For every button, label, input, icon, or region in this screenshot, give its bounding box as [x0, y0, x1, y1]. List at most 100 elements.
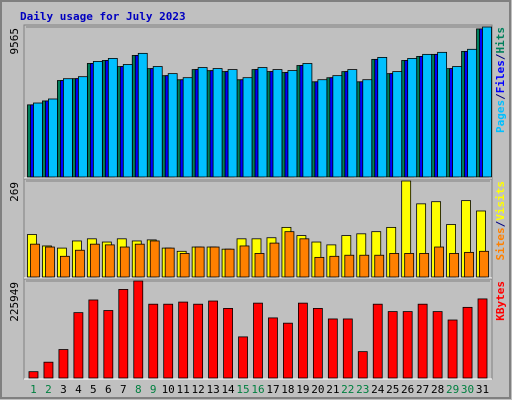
bar — [257, 67, 268, 178]
bar — [74, 249, 85, 278]
x-tick-label: 10 — [162, 383, 175, 396]
bar — [104, 244, 115, 278]
bar — [137, 52, 148, 178]
legend-entry: Files — [494, 60, 507, 93]
bar — [362, 79, 373, 178]
bar — [92, 61, 103, 178]
x-tick-label: 19 — [296, 383, 309, 396]
bar — [407, 58, 418, 178]
bar — [118, 289, 129, 379]
bar — [119, 246, 130, 278]
bar — [464, 251, 474, 278]
x-tick-label: 14 — [221, 383, 235, 396]
bar — [477, 298, 488, 379]
y-tick-label: 225949 — [8, 282, 21, 322]
bar — [148, 303, 159, 379]
bar — [389, 253, 400, 278]
bar — [223, 308, 233, 379]
x-tick-label: 21 — [326, 383, 339, 396]
bar — [317, 79, 328, 178]
bar — [357, 351, 368, 379]
bar — [419, 253, 430, 278]
bar — [163, 303, 174, 379]
y-tick-label: 9565 — [8, 28, 21, 55]
bar — [30, 243, 40, 278]
x-tick-label: 27 — [416, 383, 429, 396]
bar — [269, 242, 280, 278]
bar — [417, 303, 428, 379]
bar — [242, 77, 253, 178]
x-tick-label: 1 — [30, 383, 37, 396]
y-tick-label: 269 — [8, 182, 21, 202]
bar — [208, 300, 218, 379]
bar — [479, 250, 489, 278]
x-tick-label: 20 — [311, 383, 324, 396]
bar — [392, 71, 403, 178]
bar — [287, 70, 298, 178]
bar — [462, 306, 473, 379]
bar — [283, 322, 293, 379]
bar — [43, 361, 54, 379]
bar — [447, 319, 458, 379]
bar — [164, 247, 175, 278]
bar — [193, 303, 204, 379]
bar — [107, 58, 118, 178]
x-tick-label: 23 — [356, 383, 369, 396]
bar — [452, 66, 462, 178]
bar — [312, 308, 323, 379]
x-tick-label: 18 — [281, 383, 294, 396]
x-tick-label: 5 — [90, 383, 97, 396]
x-tick-label: 9 — [150, 383, 157, 396]
bar — [374, 254, 385, 278]
bar — [254, 253, 265, 278]
bar — [60, 255, 70, 278]
x-tick-label: 28 — [431, 383, 444, 396]
x-tick-label: 17 — [266, 383, 279, 396]
x-tick-label: 12 — [192, 383, 205, 396]
bar — [449, 253, 459, 278]
x-tick-label: 16 — [251, 383, 264, 396]
legend-entry: Sites — [494, 227, 507, 260]
bar — [387, 311, 398, 379]
bar — [227, 69, 238, 178]
bar — [28, 371, 39, 379]
x-tick-label: 3 — [60, 383, 67, 396]
bar — [437, 51, 448, 178]
legend-separator: / — [494, 93, 507, 100]
legend-separator: / — [494, 220, 507, 227]
bar — [178, 301, 189, 379]
bar — [299, 238, 310, 278]
bar — [88, 299, 99, 379]
bar — [224, 248, 235, 278]
bar — [272, 69, 283, 178]
legend-entry: KBytes — [494, 281, 507, 321]
bar — [332, 75, 343, 178]
bar — [268, 317, 278, 379]
x-tick-label: 29 — [446, 383, 459, 396]
legend-entry: Hits — [494, 27, 507, 54]
bar — [73, 312, 84, 379]
x-tick-label: 15 — [236, 383, 249, 396]
x-tick-label: 6 — [105, 383, 112, 396]
bar — [58, 349, 69, 379]
x-tick-label: 31 — [476, 383, 489, 396]
bar — [209, 246, 220, 278]
bar — [45, 246, 55, 278]
x-tick-label: 24 — [371, 383, 385, 396]
x-tick-label: 25 — [386, 383, 399, 396]
bar — [238, 336, 248, 379]
bar — [302, 63, 313, 178]
bar — [152, 66, 163, 178]
bar — [194, 246, 205, 278]
bar — [182, 77, 193, 178]
legend: KBytes — [494, 281, 507, 321]
bar — [402, 311, 413, 379]
x-tick-label: 11 — [177, 383, 190, 396]
bar — [103, 310, 114, 379]
bar — [359, 254, 370, 278]
x-tick-label: 13 — [206, 383, 219, 396]
bar — [253, 302, 263, 379]
bar — [239, 245, 250, 278]
bar — [212, 68, 223, 178]
